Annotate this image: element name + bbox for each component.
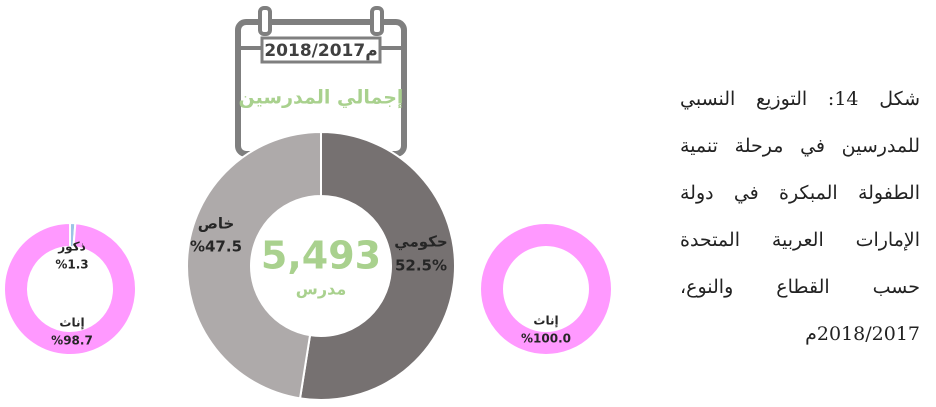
caption-line: للمدرسين في مرحلة تنمية [680,135,920,157]
segment-label: إناث [59,316,84,330]
caption-line: حسب القطاع والنوع، [680,276,920,298]
segment-label: حكومي [394,233,447,251]
donut-segment [3,221,137,356]
period-box [260,36,382,64]
calendar-ring [370,6,384,36]
donut-segment [298,130,456,401]
segment-value: %47.5 [190,238,242,256]
segment-value: %100.0 [521,332,571,346]
segment-value: %1.3 [55,258,88,272]
total: 5,493 [261,234,381,278]
period: 2018/2017م [264,41,377,61]
total-unit: مدرس [296,280,346,299]
donut-segment [479,221,613,357]
caption: شكل 14: التوزيع النسبي للمدرسين في مرحلة … [680,76,920,358]
header-title: إجمالي المدرسين [239,87,404,109]
caption-line: الطفولة المبكرة في دولة [680,182,920,204]
segment-label: إناث [533,314,558,328]
donut-segment [186,130,322,400]
segment-label: خاص [198,215,235,233]
segment-label: ذكور [57,240,86,255]
calendar-ring [258,6,272,36]
segment-value: 52.5% [395,257,447,275]
caption-line: 2018/2017م [805,323,920,345]
segment-value: %98.7 [51,334,93,348]
caption-line: شكل 14: التوزيع النسبي [680,88,920,110]
caption-line: الإمارات العربية المتحدة [680,229,920,251]
